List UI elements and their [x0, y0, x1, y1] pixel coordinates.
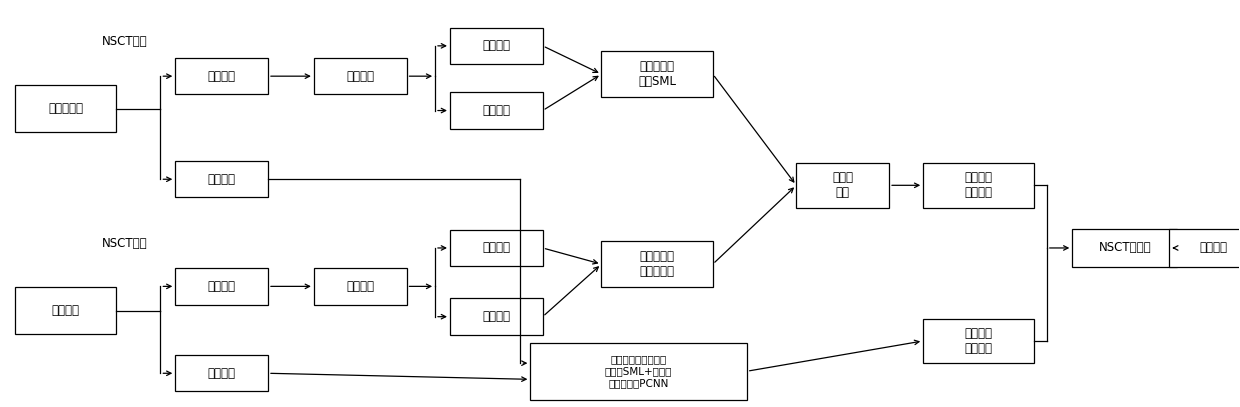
Text: NSCT逆变换: NSCT逆变换: [1099, 241, 1151, 254]
Bar: [175, 161, 268, 197]
Text: 小波变换: 小波变换: [346, 70, 374, 83]
Text: 可见光图像: 可见光图像: [48, 102, 83, 115]
Text: 低频子带: 低频子带: [482, 104, 511, 117]
Bar: [601, 51, 713, 97]
Bar: [923, 163, 1034, 208]
Bar: [450, 298, 543, 335]
Text: 小波变换: 小波变换: [346, 280, 374, 293]
Bar: [15, 287, 117, 334]
Text: 红外图像: 红外图像: [52, 304, 79, 317]
Bar: [175, 58, 268, 94]
Bar: [1073, 229, 1177, 267]
Bar: [1169, 229, 1240, 267]
Bar: [450, 92, 543, 129]
Text: 小波逆
变换: 小波逆 变换: [832, 171, 853, 199]
Text: 低频子带: 低频子带: [207, 280, 236, 293]
Text: 低频子带: 低频子带: [482, 310, 511, 323]
Text: 最高层采用改进的高
斯加权SML+其它层
采用改进的PCNN: 最高层采用改进的高 斯加权SML+其它层 采用改进的PCNN: [605, 354, 672, 388]
Text: 高频子带: 高频子带: [207, 367, 236, 380]
Bar: [450, 28, 543, 64]
Bar: [15, 85, 117, 132]
Text: 基于局部区
域加权能量: 基于局部区 域加权能量: [640, 250, 675, 278]
Bar: [175, 355, 268, 392]
Bar: [796, 163, 889, 208]
Text: 融合图像: 融合图像: [1200, 241, 1228, 254]
Bar: [450, 230, 543, 266]
Text: NSCT分解: NSCT分解: [102, 237, 148, 250]
Text: 高频子带: 高频子带: [482, 241, 511, 254]
Text: 融合后的
高频子带: 融合后的 高频子带: [965, 327, 993, 355]
Text: 融合后的
低频子带: 融合后的 低频子带: [965, 171, 993, 199]
Text: 高频子带: 高频子带: [207, 173, 236, 186]
Bar: [175, 268, 268, 304]
Text: 改进的高斯
加权SML: 改进的高斯 加权SML: [639, 60, 676, 88]
Bar: [314, 58, 407, 94]
Text: 低频子带: 低频子带: [207, 70, 236, 83]
Bar: [923, 319, 1034, 363]
Text: NSCT分解: NSCT分解: [102, 35, 148, 48]
Bar: [314, 268, 407, 304]
Text: 高频子带: 高频子带: [482, 39, 511, 53]
Bar: [531, 343, 746, 400]
Bar: [601, 241, 713, 287]
